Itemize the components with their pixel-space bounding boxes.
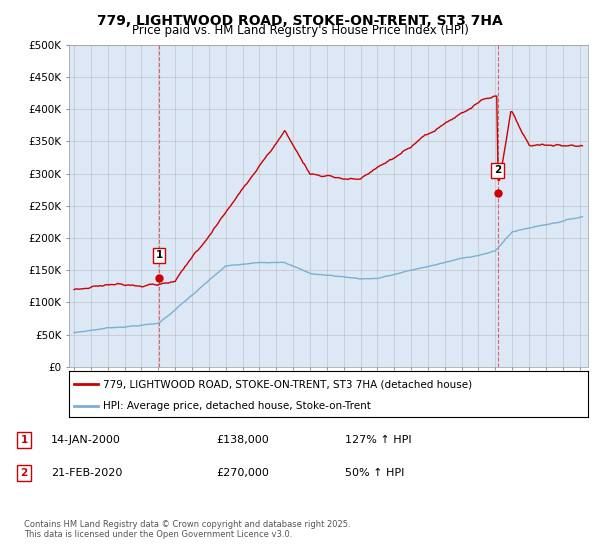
Text: 2: 2 — [494, 165, 501, 175]
Text: 1: 1 — [155, 250, 163, 260]
Text: HPI: Average price, detached house, Stoke-on-Trent: HPI: Average price, detached house, Stok… — [103, 401, 371, 410]
Text: 779, LIGHTWOOD ROAD, STOKE-ON-TRENT, ST3 7HA: 779, LIGHTWOOD ROAD, STOKE-ON-TRENT, ST3… — [97, 14, 503, 28]
Text: 21-FEB-2020: 21-FEB-2020 — [51, 468, 122, 478]
Text: 50% ↑ HPI: 50% ↑ HPI — [345, 468, 404, 478]
Text: 127% ↑ HPI: 127% ↑ HPI — [345, 435, 412, 445]
Text: 14-JAN-2000: 14-JAN-2000 — [51, 435, 121, 445]
Text: 1: 1 — [20, 435, 28, 445]
Text: £270,000: £270,000 — [216, 468, 269, 478]
Text: Contains HM Land Registry data © Crown copyright and database right 2025.
This d: Contains HM Land Registry data © Crown c… — [24, 520, 350, 539]
Text: Price paid vs. HM Land Registry's House Price Index (HPI): Price paid vs. HM Land Registry's House … — [131, 24, 469, 37]
Text: 779, LIGHTWOOD ROAD, STOKE-ON-TRENT, ST3 7HA (detached house): 779, LIGHTWOOD ROAD, STOKE-ON-TRENT, ST3… — [103, 379, 472, 389]
Text: £138,000: £138,000 — [216, 435, 269, 445]
Text: 2: 2 — [20, 468, 28, 478]
